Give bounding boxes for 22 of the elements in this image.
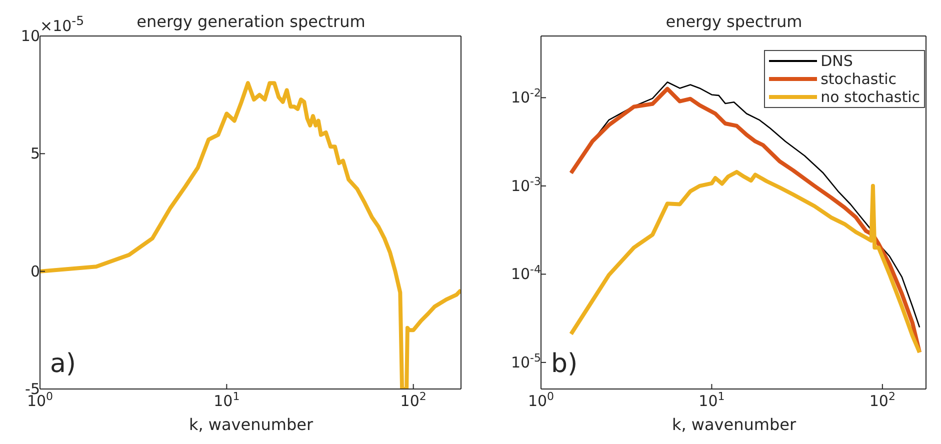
- text: ×10$^{-5}$: [40, 13, 84, 35]
- chart-title: energy spectrum: [664, 12, 804, 31]
- x-tick-label: 10$^{1}$: [214, 390, 240, 410]
- y-tick-label: 10: [20, 27, 40, 45]
- x-tick-label: 10$^{0}$: [528, 390, 554, 410]
- y-tick-label: 10$^{-2}$: [510, 86, 541, 107]
- legend-label: stochastic: [820, 70, 897, 88]
- y-tick-label: 5: [30, 144, 40, 163]
- y-tick-label: 0: [30, 262, 40, 280]
- chart-title: energy generation spectrum: [136, 12, 366, 31]
- x-tick-label: 10$^{1}$: [698, 390, 725, 410]
- y-tick-label: 10$^{-5}$: [510, 350, 541, 372]
- x-tick-label: 10$^{2}$: [400, 390, 426, 410]
- annotation: b): [551, 349, 578, 379]
- x-axis-title: k, wavenumber: [670, 415, 798, 434]
- x-axis-title: k, wavenumber: [188, 415, 314, 434]
- y-tick-label: 10$^{-3}$: [510, 174, 541, 195]
- legend-label: no stochastic: [820, 88, 920, 106]
- legend-label: DNS: [820, 52, 853, 70]
- annotation: a): [50, 349, 76, 379]
- y-tick-label: 10$^{-4}$: [510, 262, 541, 284]
- x-tick-label: 10$^{2}$: [869, 390, 896, 410]
